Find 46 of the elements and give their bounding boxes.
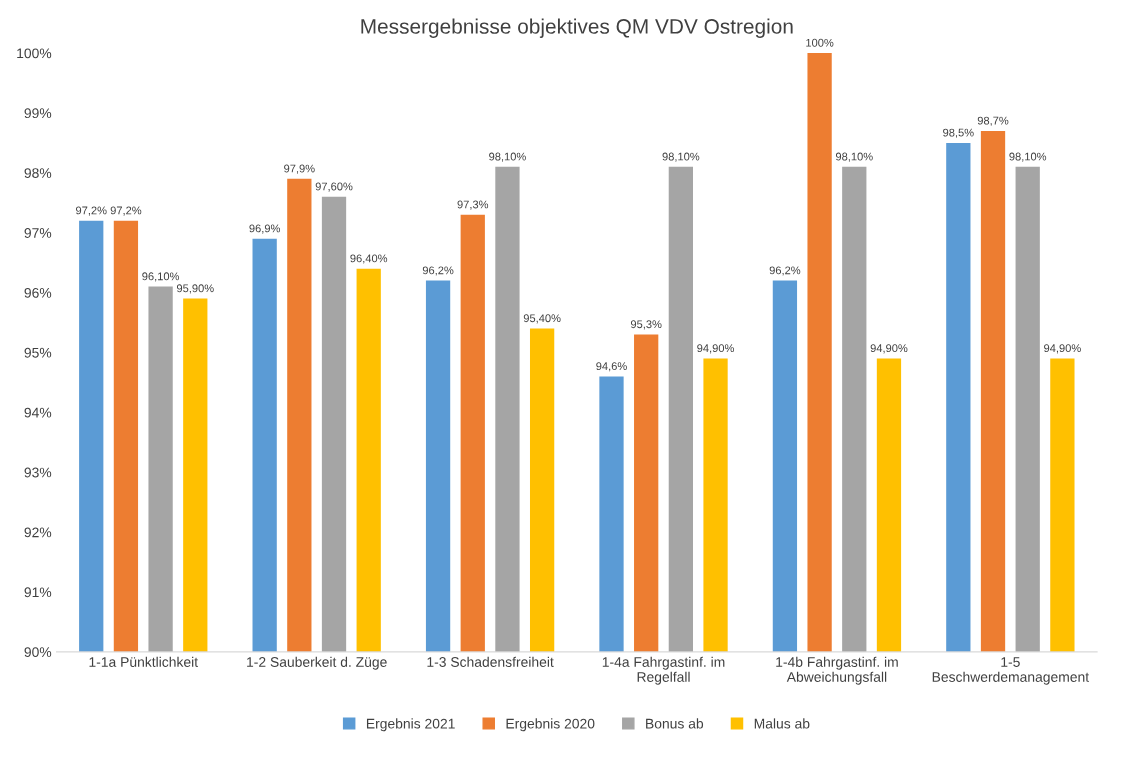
data-label: 97,3% (457, 200, 489, 210)
legend-label: Bonus ab (646, 718, 704, 729)
chart-title: Messergebnisse objektives QM VDV Ostregion (361, 18, 793, 38)
data-label: 96,10% (142, 272, 180, 282)
data-label: 95,40% (523, 314, 561, 324)
data-label: 100% (806, 38, 834, 47)
x-tick-label: 1-1a Pünktlichkeit (89, 656, 198, 667)
legend-label: Malus ab (754, 718, 810, 729)
y-tick-label: 99% (24, 108, 52, 119)
data-label: 95,3% (630, 320, 662, 330)
x-tick-label: 1-2 Sauberkeit d. Züge (247, 656, 387, 670)
data-label: 94,90% (870, 344, 908, 354)
y-tick-label: 98% (24, 168, 52, 178)
data-label: 97,2% (110, 206, 142, 216)
x-tick-label: 1-5 Beschwerdemanagement (932, 657, 1090, 685)
y-tick-label: 91% (24, 587, 52, 598)
data-label: 98,10% (1009, 152, 1047, 162)
data-label: 96,2% (769, 266, 801, 276)
legend-label: Ergebnis 2020 (506, 718, 595, 732)
data-label: 96,40% (350, 254, 388, 264)
data-label: 94,6% (596, 362, 627, 372)
data-label: 95,90% (176, 284, 214, 294)
data-label: 94,90% (1044, 344, 1081, 354)
x-tick-label: 1-3 Schadensfreiheit (427, 656, 554, 667)
data-label: 97,9% (284, 164, 315, 174)
y-tick-label: 90% (24, 647, 52, 658)
data-label: 94,90% (697, 344, 734, 354)
y-tick-label: 95% (24, 347, 52, 358)
y-tick-label: 96% (24, 287, 52, 298)
data-label: 97,60% (315, 182, 353, 192)
x-tick-label: 1-4b Fahrgastinf. im Abweichungsfall (776, 656, 898, 685)
data-label: 98,7% (977, 116, 1009, 126)
x-tick-label: 1-4a Fahrgastinf. im Regelfall (602, 656, 725, 685)
legend-label: Ergebnis 2021 (366, 718, 455, 732)
y-tick-label: 93% (24, 467, 52, 478)
data-label: 98,10% (489, 152, 526, 162)
y-tick-label: 94% (24, 407, 52, 418)
y-tick-label: 97% (24, 228, 52, 238)
data-label: 97,2% (76, 206, 107, 216)
data-label: 98,5% (943, 128, 974, 138)
data-label: 96,2% (422, 266, 454, 276)
data-label: 98,10% (835, 152, 873, 162)
data-label: 98,10% (662, 152, 700, 162)
data-label: 96,9% (249, 224, 281, 234)
y-tick-label: 92% (24, 527, 52, 538)
y-tick-label: 100% (17, 48, 52, 59)
